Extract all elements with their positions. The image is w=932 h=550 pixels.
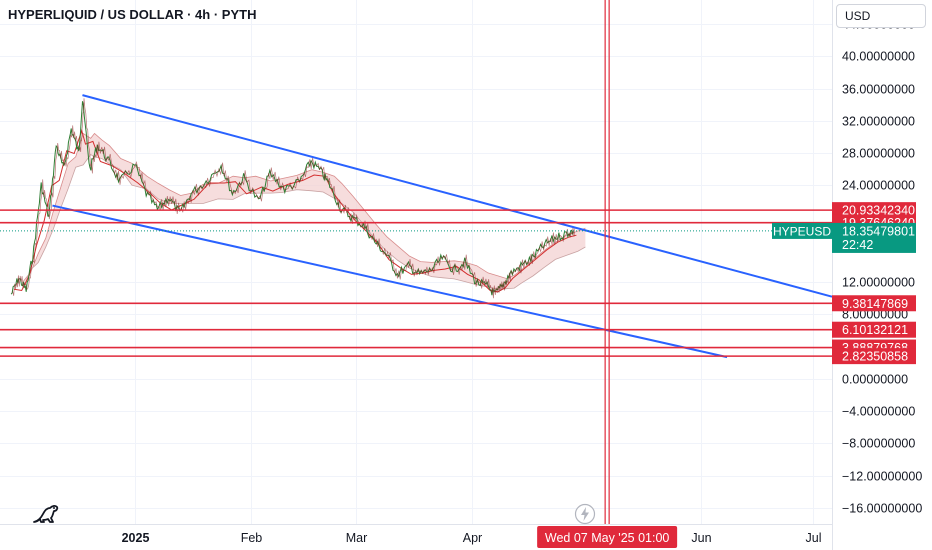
price-tick-label: −8.00000000 bbox=[842, 437, 915, 451]
horizontal-levels[interactable] bbox=[0, 209, 832, 357]
level-price-tag bbox=[832, 321, 916, 338]
cloud-upper-edge bbox=[22, 132, 586, 282]
symbol-tag bbox=[772, 222, 832, 239]
price-tick-label: −16.00000000 bbox=[842, 502, 922, 516]
time-tick-label: Apr bbox=[463, 531, 482, 545]
cursor-time-tag bbox=[537, 526, 678, 548]
price-tick-label: 32.00000000 bbox=[842, 115, 915, 129]
price-tags: 20.9334234019.376462409.381478696.101321… bbox=[772, 202, 916, 365]
level-price-tag bbox=[832, 202, 916, 219]
level-price-tag bbox=[832, 295, 916, 312]
chart-title: HYPERLIQUID / US DOLLAR · 4h · PYTH bbox=[8, 7, 257, 22]
price-lines bbox=[10, 98, 577, 299]
time-axis[interactable]: 2025 Feb Mar Apr Jun Jul Wed 07 May '25 01:00 bbox=[0, 524, 832, 550]
level-price-label: 6.10132121 bbox=[842, 323, 908, 337]
bar-countdown-label: 22:42 bbox=[842, 238, 873, 252]
flash-event-icon[interactable] bbox=[574, 503, 596, 525]
time-cursor bbox=[604, 0, 610, 524]
level-price-tag bbox=[832, 348, 916, 365]
last-price-label: 18.35479801 bbox=[842, 224, 915, 238]
price-tick-label: 12.00000000 bbox=[842, 276, 915, 290]
trend-line[interactable] bbox=[82, 94, 833, 298]
dinosaur-logo-icon bbox=[33, 505, 59, 523]
time-tick-label: Feb bbox=[241, 531, 263, 545]
price-tick-label: 36.00000000 bbox=[842, 83, 915, 97]
trend-line[interactable] bbox=[52, 204, 728, 359]
price-axis[interactable]: 44.0000000040.0000000036.0000000032.0000… bbox=[832, 0, 932, 550]
currency-selector[interactable]: USD bbox=[836, 4, 926, 28]
time-tick-label: 2025 bbox=[122, 531, 150, 545]
time-tick-label: Jul bbox=[806, 531, 822, 545]
symbol-label: HYPEUSD bbox=[773, 224, 831, 238]
price-tick-label: 40.00000000 bbox=[842, 50, 915, 64]
time-tick-label: Mar bbox=[346, 531, 368, 545]
price-tick-label: 28.00000000 bbox=[842, 147, 915, 161]
time-tick-label: Jun bbox=[691, 531, 711, 545]
price-tick-label: 0.00000000 bbox=[842, 373, 908, 387]
level-price-label: 2.82350858 bbox=[842, 350, 908, 364]
candle-wick-line bbox=[12, 98, 576, 299]
price-tick-label: 24.00000000 bbox=[842, 179, 915, 193]
price-axis-background bbox=[832, 0, 932, 550]
level-price-label: 20.93342340 bbox=[842, 204, 915, 218]
price-tick-label: −4.00000000 bbox=[842, 405, 915, 419]
trend-lines[interactable] bbox=[52, 94, 833, 359]
level-price-label: 9.38147869 bbox=[842, 297, 908, 311]
cursor-time-label: Wed 07 May '25 01:00 bbox=[545, 531, 670, 545]
price-tick-label: −12.00000000 bbox=[842, 470, 922, 484]
time-axis-background bbox=[0, 524, 832, 550]
last-price-tag bbox=[832, 222, 916, 253]
price-line bbox=[10, 101, 574, 296]
